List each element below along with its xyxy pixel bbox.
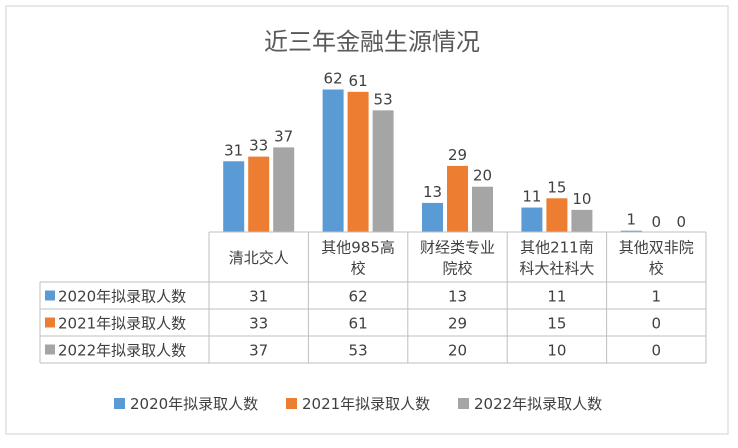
table-cell-s3-c3: 20 bbox=[448, 342, 467, 360]
data-label-s2-c1: 33 bbox=[249, 137, 268, 155]
table-cell-s2-c5: 0 bbox=[652, 315, 662, 333]
legend-label-s2: 2021年拟录取人数 bbox=[302, 395, 430, 413]
bar-s2-c2 bbox=[347, 90, 369, 232]
table-category-c5-l2: 校 bbox=[649, 260, 664, 278]
data-label-s2-c4: 15 bbox=[547, 178, 566, 196]
table-key-s3 bbox=[45, 344, 55, 355]
data-label-bg-s2-c1 bbox=[245, 132, 272, 157]
data-label-bg-s3-c2 bbox=[370, 86, 397, 111]
table-cell-s2-c2: 61 bbox=[349, 315, 368, 333]
table-cell-s2-c1: 33 bbox=[249, 315, 268, 333]
table-cell-s1-c2: 62 bbox=[349, 288, 368, 306]
table-series-name-s2: 2021年拟录取人数 bbox=[58, 315, 186, 333]
table-key-s1 bbox=[45, 290, 55, 301]
legend-label-s3: 2022年拟录取人数 bbox=[474, 395, 602, 413]
data-label-bg-s3-c4 bbox=[568, 185, 595, 210]
data-label-s3-c3: 20 bbox=[473, 167, 492, 185]
legend-key-s1 bbox=[114, 398, 125, 409]
data-label-bg-s1-c5 bbox=[618, 206, 645, 231]
bar-s3-c4 bbox=[571, 208, 593, 232]
data-label-bg-s3-c1 bbox=[270, 123, 297, 148]
table-cell-s3-c1: 37 bbox=[249, 342, 268, 360]
legend: 2020年拟录取人数 2021年拟录取人数 2022年拟录取人数 bbox=[114, 395, 602, 413]
data-label-bg-s1-c3 bbox=[419, 178, 446, 203]
data-label-s2-c5: 0 bbox=[652, 213, 662, 231]
bar-s1-c1 bbox=[223, 160, 245, 232]
table-category-c3-l2: 院校 bbox=[442, 260, 472, 278]
data-label-bg-s2-c3 bbox=[444, 141, 471, 166]
data-label-s3-c2: 53 bbox=[374, 90, 393, 108]
table-category-c3-l1: 财经类专业 bbox=[420, 239, 495, 257]
table-cell-s3-c5: 0 bbox=[652, 342, 662, 360]
data-label-bg-s2-c5 bbox=[643, 209, 670, 233]
data-label-bg-s2-c4 bbox=[543, 174, 570, 199]
table-cell-s1-c3: 13 bbox=[448, 288, 467, 306]
bar-s1-c3 bbox=[422, 201, 443, 232]
data-label-bg-s1-c2 bbox=[320, 65, 347, 90]
table-category-c5-l1: 其他双非院 bbox=[619, 239, 694, 257]
data-label-bg-s3-c5 bbox=[668, 209, 695, 233]
table-cell-s1-c5: 1 bbox=[652, 288, 662, 306]
bar-s2-c1 bbox=[248, 155, 270, 232]
data-table: 清北交人其他985高校财经类专业院校其他211南科大社科大其他双非院校2020年… bbox=[39, 231, 707, 364]
data-label-s2-c3: 29 bbox=[448, 146, 467, 164]
table-category-c4-l2: 科大社科大 bbox=[519, 260, 594, 278]
table-series-name-s1: 2020年拟录取人数 bbox=[58, 288, 186, 306]
data-label-s3-c1: 37 bbox=[274, 127, 293, 145]
data-label-s3-c4: 10 bbox=[572, 190, 591, 208]
chart-title: 近三年金融生源情况 bbox=[264, 28, 480, 56]
bar-s3-c3 bbox=[472, 185, 493, 232]
bar-s1-c4 bbox=[521, 206, 543, 232]
data-label-s1-c1: 31 bbox=[224, 141, 243, 159]
bar-s1-c2 bbox=[322, 88, 344, 232]
table-cell-s1-c4: 11 bbox=[547, 288, 566, 306]
data-label-s1-c3: 13 bbox=[423, 183, 442, 201]
table-cell-s1-c1: 31 bbox=[249, 288, 268, 306]
table-series-name-s3: 2022年拟录取人数 bbox=[58, 342, 186, 360]
bar-s3-c1 bbox=[273, 146, 295, 232]
data-label-s3-c5: 0 bbox=[677, 213, 687, 231]
bar-s2-c4 bbox=[546, 197, 568, 232]
table-category-c2-l2: 校 bbox=[351, 260, 366, 278]
bar-s3-c2 bbox=[372, 109, 394, 232]
data-label-s1-c2: 62 bbox=[324, 70, 343, 88]
table-cell-s3-c2: 53 bbox=[349, 342, 368, 360]
data-label-bg-s1-c4 bbox=[518, 183, 545, 208]
table-category-c4-l1: 其他211南 bbox=[520, 239, 594, 257]
table-category-c1-l1: 清北交人 bbox=[229, 249, 289, 267]
legend-label-s1: 2020年拟录取人数 bbox=[130, 395, 258, 413]
bars-layer bbox=[223, 88, 642, 232]
bar-s2-c3 bbox=[447, 164, 468, 232]
data-label-s2-c2: 61 bbox=[349, 72, 368, 90]
data-label-bg-s3-c3 bbox=[469, 162, 496, 187]
data-label-bg-s1-c1 bbox=[220, 137, 247, 162]
table-cell-s2-c4: 15 bbox=[547, 315, 566, 333]
data-label-bg-s2-c2 bbox=[345, 67, 372, 92]
bar-s1-c5 bbox=[620, 229, 642, 232]
table-cell-s2-c3: 29 bbox=[448, 315, 467, 333]
legend-key-s3 bbox=[458, 398, 469, 409]
table-cell-s3-c4: 10 bbox=[547, 342, 566, 360]
data-label-s1-c4: 11 bbox=[522, 188, 541, 206]
data-label-s1-c5: 1 bbox=[627, 211, 637, 229]
table-key-s2 bbox=[45, 317, 55, 328]
legend-key-s2 bbox=[286, 398, 297, 409]
table-category-c2-l1: 其他985高 bbox=[321, 239, 395, 257]
